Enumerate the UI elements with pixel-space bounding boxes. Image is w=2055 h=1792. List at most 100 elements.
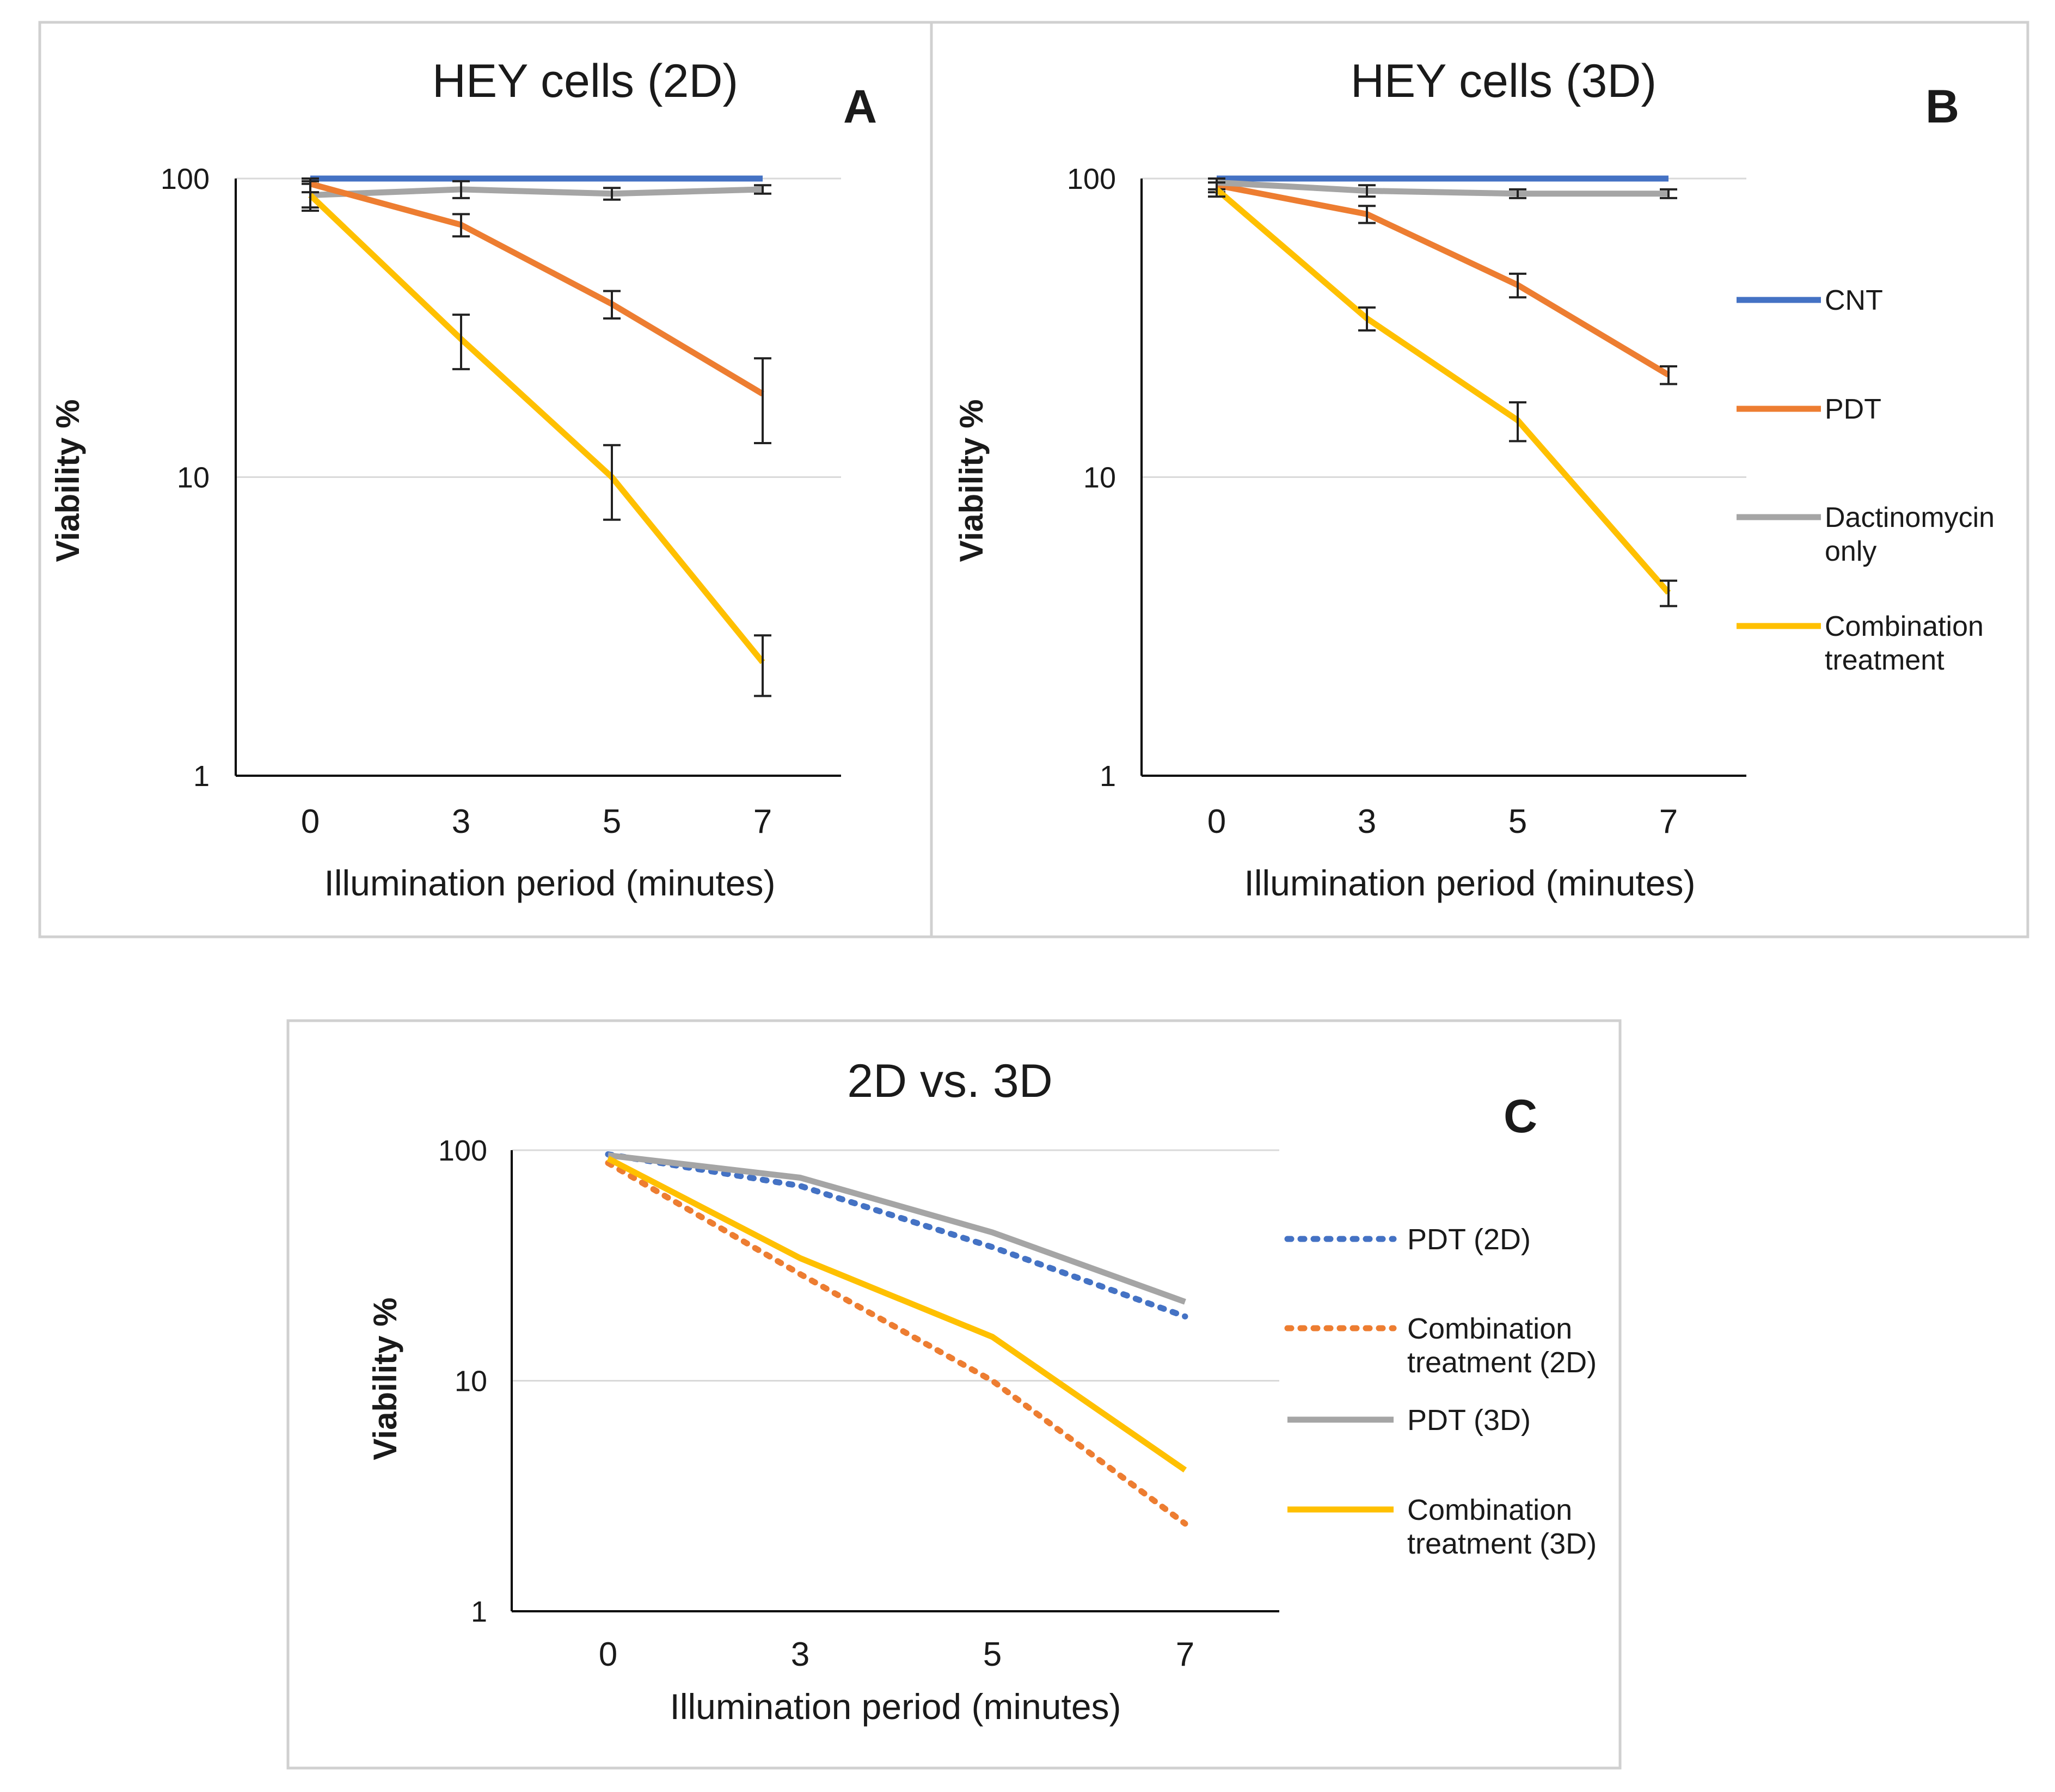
x-tick-label-5: 5 <box>603 803 621 840</box>
series-line-combination-treatment-2d <box>605 1160 1188 1527</box>
series-dactinomycin-only <box>1208 177 1677 199</box>
panel-c-gridlines <box>512 1149 1279 1382</box>
legend-label-combination-treatment-line-1: Combination <box>1825 611 1984 642</box>
error-bar-pdt-3 <box>452 213 470 238</box>
series-line-dactinomycin-only <box>310 186 763 198</box>
legend-label-dactinomycin-only-line-1: Dactinomycin <box>1825 502 1995 533</box>
x-tick-label-7: 7 <box>1659 803 1678 840</box>
y-tick-label-10: 10 <box>177 461 210 494</box>
y-tick-label-1: 1 <box>1100 760 1116 793</box>
series-combination-treatment <box>1208 181 1677 607</box>
x-tick-label-5: 5 <box>983 1636 1002 1673</box>
panel-b-y-axis-label: Viability % <box>953 399 990 562</box>
error-bar-combination-treatment-3 <box>452 314 470 371</box>
error-bar-combination-treatment-3 <box>1358 306 1376 332</box>
panel-c-x-ticks: 0 3 5 7 <box>599 1636 1194 1673</box>
y-tick-label-100: 100 <box>161 163 210 195</box>
error-bar-dactinomycin-only-5 <box>1509 188 1526 199</box>
legend-label-cnt-line-1: CNT <box>1825 285 1883 316</box>
panel-c-y-axis-label: Viability % <box>367 1297 403 1460</box>
panel-frame-top <box>38 21 2029 938</box>
y-tick-label-1: 1 <box>193 760 210 793</box>
legend-label-pdt-3d-line-1: PDT (3D) <box>1407 1404 1531 1437</box>
panel-c-y-ticks: 1 10 100 <box>438 1134 487 1628</box>
legend-label-pdt-line-1: PDT <box>1825 394 1881 425</box>
panel-b-y-ticks: 1 10 100 <box>1067 163 1116 793</box>
panel-b-series <box>1208 175 1677 607</box>
series-line-combination-treatment <box>308 193 765 664</box>
panel-a-y-axis-label: Viability % <box>50 399 86 562</box>
series-line-combination-treatment-3d <box>606 1156 1187 1473</box>
y-tick-label-10: 10 <box>455 1365 487 1397</box>
panel-a-axes <box>235 179 841 777</box>
panel-b-axes <box>1140 179 1746 777</box>
error-bar-pdt-3 <box>1358 205 1376 224</box>
panel-a: HEY cells (2D) A Viability % Illuminatio… <box>50 55 877 903</box>
panel-b-x-axis-label: Illumination period (minutes) <box>1244 863 1695 903</box>
panel-a-series <box>302 175 771 697</box>
panel-c-x-axis-label: Illumination period (minutes) <box>670 1686 1121 1727</box>
x-tick-label-7: 7 <box>753 803 772 840</box>
series-line-pdt-2d <box>605 1151 1188 1320</box>
panel-c-letter: C <box>1504 1090 1537 1143</box>
panel-c-series <box>605 1151 1188 1527</box>
x-tick-label-3: 3 <box>452 803 470 840</box>
series-dactinomycin-only <box>302 180 771 209</box>
legend-label-combination-treatment-3d-line-1: Combination <box>1407 1494 1572 1526</box>
legend-label-combination-treatment-2d-line-1: Combination <box>1407 1312 1572 1345</box>
error-bar-combination-treatment-7 <box>1660 579 1677 607</box>
panel-a-x-ticks: 0 3 5 7 <box>301 803 772 840</box>
panel-b-letter: B <box>1925 81 1959 133</box>
legend-label-pdt-2d-line-1: PDT (2D) <box>1407 1223 1531 1256</box>
series-pdt-2d <box>605 1151 1188 1320</box>
panel-c-title: 2D vs. 3D <box>847 1055 1053 1107</box>
panel-c-axes <box>511 1150 1279 1612</box>
series-line-dactinomycin-only <box>1216 179 1668 197</box>
y-tick-label-100: 100 <box>438 1134 487 1167</box>
y-tick-label-100: 100 <box>1067 163 1116 195</box>
panel-frame-bottom <box>286 1019 1622 1770</box>
error-bar-combination-treatment-0 <box>1208 181 1225 198</box>
x-tick-label-0: 0 <box>1207 803 1226 840</box>
legend-label-dactinomycin-only-line-2: only <box>1825 536 1876 567</box>
error-bar-pdt-7 <box>1660 365 1677 385</box>
panel-a-y-ticks: 1 10 100 <box>161 163 210 793</box>
series-line-combination-treatment <box>1214 187 1671 595</box>
legend-label-combination-treatment-2d-line-2: treatment (2D) <box>1407 1346 1597 1379</box>
series-line-pdt-3d <box>608 1152 1186 1305</box>
x-tick-label-0: 0 <box>599 1636 617 1673</box>
error-bar-combination-treatment-5 <box>1509 401 1526 443</box>
error-bar-dactinomycin-only-7 <box>1660 188 1677 199</box>
panel-b-x-ticks: 0 3 5 7 <box>1207 803 1678 840</box>
error-bar-combination-treatment-5 <box>603 444 621 521</box>
error-bar-pdt-7 <box>754 357 771 445</box>
error-bar-dactinomycin-only-3 <box>452 180 470 199</box>
legend-label-combination-treatment-3d-line-2: treatment (3D) <box>1407 1527 1597 1560</box>
error-bar-dactinomycin-only-3 <box>1358 184 1376 198</box>
legend-item-pdt-2d: PDT (2D) <box>1284 1223 1531 1256</box>
y-tick-label-1: 1 <box>471 1595 487 1628</box>
error-bar-combination-treatment-0 <box>302 180 319 212</box>
series-combination-treatment <box>302 180 771 697</box>
error-bar-dactinomycin-only-5 <box>603 187 621 201</box>
legend-label-combination-treatment-line-2: treatment <box>1825 645 1944 676</box>
error-bar-combination-treatment-7 <box>754 634 771 697</box>
panel-a-x-axis-label: Illumination period (minutes) <box>324 863 775 903</box>
series-pdt-3d <box>608 1152 1186 1305</box>
error-bar-pdt-5 <box>1509 272 1526 299</box>
series-line-pdt <box>309 181 764 397</box>
panel-b: HEY cells (3D) B Viability % Illuminatio… <box>953 55 1995 903</box>
x-tick-label-0: 0 <box>301 803 320 840</box>
panel-a-letter: A <box>843 81 877 133</box>
error-bar-dactinomycin-only-7 <box>754 184 771 195</box>
panel-a-title: HEY cells (2D) <box>432 55 738 107</box>
x-tick-label-7: 7 <box>1176 1636 1194 1673</box>
series-combination-treatment-2d <box>605 1160 1188 1527</box>
y-tick-label-10: 10 <box>1083 461 1116 494</box>
